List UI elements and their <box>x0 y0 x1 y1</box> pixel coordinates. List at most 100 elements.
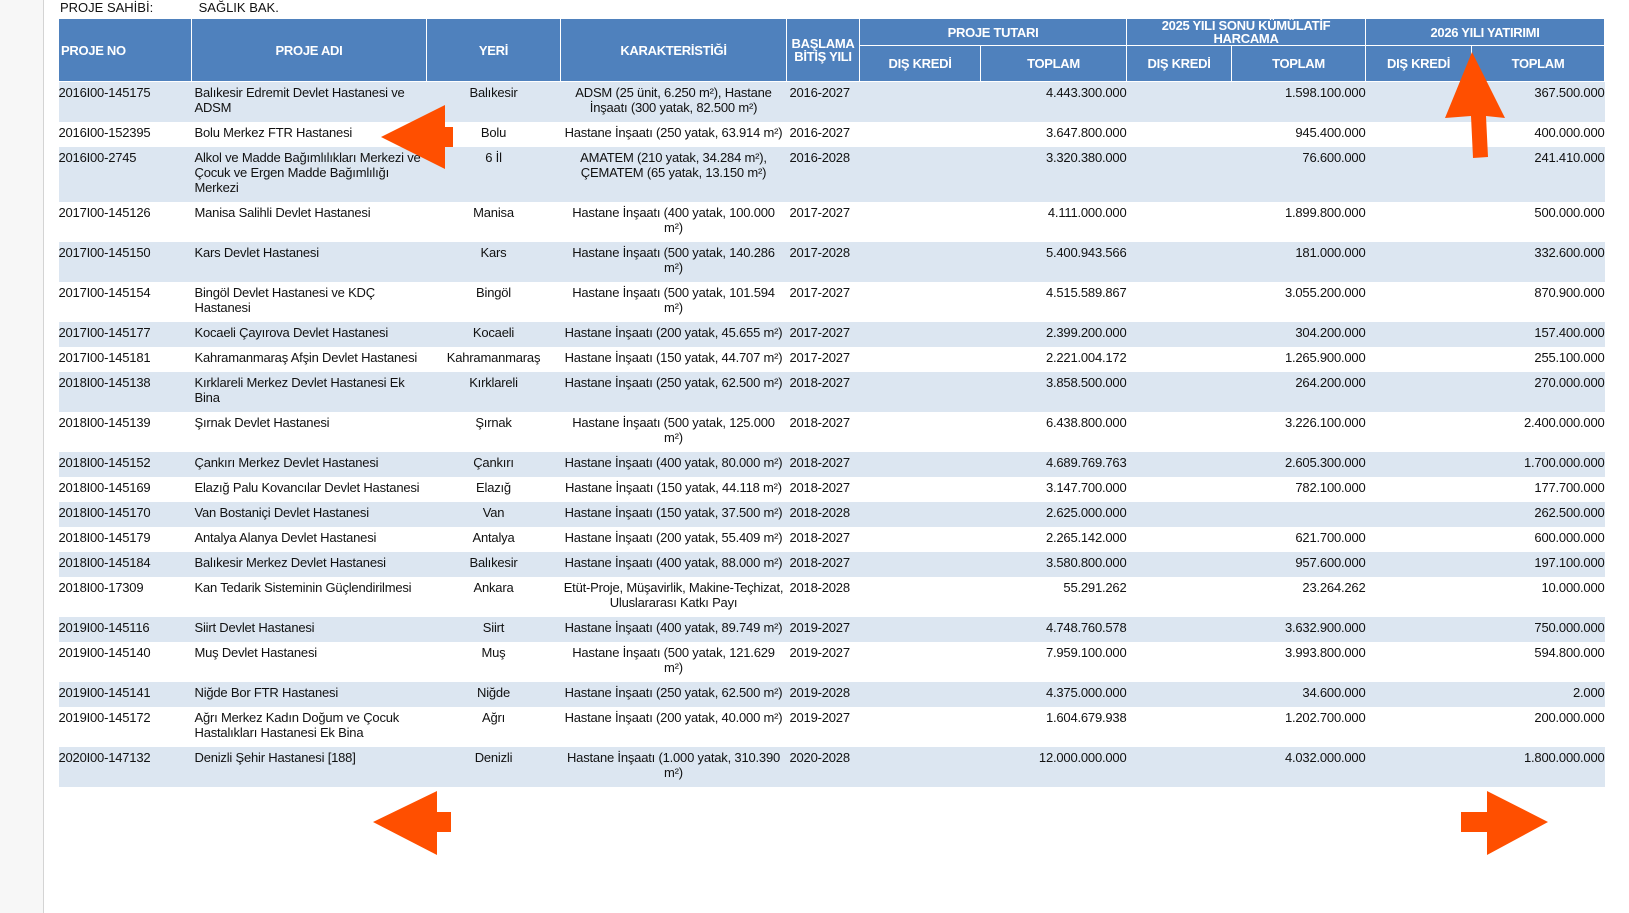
owner-label: PROJE SAHİBİ: <box>60 0 154 15</box>
cell-proje-tutari-dis-kredi <box>859 502 981 527</box>
cell-proje-adi: Muş Devlet Hastanesi <box>194 645 318 660</box>
cell-proje-adi: Kan Tedarik Sisteminin Güçlendirilmesi <box>194 580 412 595</box>
header-toplam: TOPLAM <box>1231 45 1366 82</box>
cell-kumulatif-toplam: 4.032.000.000 <box>1231 747 1366 787</box>
cell-yatirim-2026-dis-kredi <box>1366 282 1472 322</box>
cell-proje-tutari-dis-kredi <box>859 81 981 122</box>
cell-kumulatif-toplam: 304.200.000 <box>1231 322 1366 347</box>
cell-proje-no: 2019I00-145116 <box>58 617 192 642</box>
cell-yatirim-2026-dis-kredi <box>1365 747 1472 787</box>
cell-proje-no: 2017I00-145126 <box>58 205 151 220</box>
table-row: 2016I00-152395 Bolu Merkez FTR Hastanesi B… <box>59 122 1605 147</box>
cell-karakteristigi: Hastane İnşaatı (500 yatak, 121.629 m²) <box>572 645 775 675</box>
cell-kumulatif-toplam: 945.400.000 <box>1295 125 1366 140</box>
cell-yatirim-2026-dis-kredi <box>1366 707 1472 747</box>
cell-kumulatif-dis-kredi <box>1126 747 1232 787</box>
arrow-right-icon <box>1461 791 1548 855</box>
table-row: 2019I00-145172 Ağrı Merkez Kadın Doğum ve… <box>59 707 1605 747</box>
header-dis-kredi: DIŞ KREDİ <box>1365 45 1472 82</box>
cell-yatirim-2026-toplam: 367.500.000 <box>1471 81 1605 122</box>
cell-kumulatif-dis-kredi <box>1127 282 1232 322</box>
cell-kumulatif-dis-kredi <box>1126 147 1232 202</box>
cell-proje-adi: Kars Devlet Hastanesi <box>191 242 427 282</box>
cell-proje-tutari-dis-kredi <box>860 202 981 242</box>
cell-proje-tutari-dis-kredi <box>860 707 981 747</box>
cell-yatirim-2026-toplam: 241.410.000 <box>1471 147 1605 202</box>
cell-proje-tutari-toplam: 2.221.004.172 <box>1045 350 1127 365</box>
table-row: 2017I00-145154 Bingöl Devlet Hastanesi ve… <box>59 282 1605 322</box>
cell-kumulatif-dis-kredi <box>1126 552 1232 577</box>
cell-proje-no: 2018I00-145179 <box>58 530 151 545</box>
cell-proje-adi: Kocaeli Çayırova Devlet Hastanesi <box>191 322 427 347</box>
cell-yeri: Antalya <box>472 530 515 545</box>
cell-proje-tutari-toplam: 55.291.262 <box>1063 580 1127 595</box>
cell-yatirim-2026-dis-kredi <box>1365 242 1472 282</box>
cell-proje-no: 2018I00-17309 <box>58 580 144 595</box>
cell-proje-adi: Alkol ve Madde Bağımlılıkları Merkezi ve… <box>191 147 427 202</box>
cell-karakteristigi: Hastane İnşaatı (200 yatak, 40.000 m²) <box>564 710 783 725</box>
cell-yatirim-2026-toplam: 400.000.000 <box>1534 125 1605 140</box>
cell-proje-tutari-dis-kredi <box>860 347 981 372</box>
cell-proje-no: 2018I00-145169 <box>58 480 151 495</box>
cell-yeri: Niğde <box>426 682 561 707</box>
cell-yatirim-2026-toplam: 2.000 <box>1471 682 1605 707</box>
cell-kumulatif-dis-kredi <box>1126 502 1232 527</box>
cell-karakteristigi: Etüt-Proje, Müşavirlik, Makine-Teçhizat,… <box>563 580 784 610</box>
cell-yeri: Kahramanmaraş <box>446 350 541 365</box>
table-row: 2018I00-145169 Elazığ Palu Kovancılar Dev… <box>59 477 1605 502</box>
table-row: 2016I00-145175 Balıkesir Edremit Devlet H… <box>58 81 1605 122</box>
cell-kumulatif-toplam: 621.700.000 <box>1295 530 1366 545</box>
cell-yatirim-2026-toplam: 270.000.000 <box>1471 372 1605 412</box>
cell-kumulatif-toplam: 3.993.800.000 <box>1284 645 1366 660</box>
header-yeri: YERİ <box>426 18 561 82</box>
cell-yeri: Siirt <box>426 617 561 642</box>
cell-yatirim-2026-toplam: 500.000.000 <box>1534 205 1605 220</box>
cell-proje-no: 2019I00-145140 <box>58 645 151 660</box>
header-karakteristigi: KARAKTERİSTİĞİ <box>560 18 787 82</box>
cell-proje-adi: Van Bostaniçi Devlet Hastanesi <box>191 502 427 527</box>
header-2026-yatirimi: 2026 YILI YATIRIMI <box>1364 18 1606 46</box>
cell-proje-no: 2018I00-145152 <box>58 452 192 477</box>
cell-kumulatif-toplam: 3.226.100.000 <box>1284 415 1366 430</box>
cell-proje-tutari-dis-kredi <box>859 372 981 412</box>
cell-proje-tutari-toplam: 4.375.000.000 <box>980 682 1127 707</box>
cell-kumulatif-toplam: 1.202.700.000 <box>1284 710 1366 725</box>
cell-yeri: Kocaeli <box>426 322 561 347</box>
cell-baslama-bitis-yili: 2016-2027 <box>789 125 851 140</box>
cell-proje-tutari-dis-kredi <box>859 242 981 282</box>
cell-proje-tutari-toplam: 7.959.100.000 <box>1045 645 1127 660</box>
cell-baslama-bitis-yili: 2018-2027 <box>786 552 860 577</box>
cell-baslama-bitis-yili: 2019-2027 <box>789 710 851 725</box>
cell-yeri: Şırnak <box>475 415 512 430</box>
cell-proje-adi: Manisa Salihli Devlet Hastanesi <box>194 205 371 220</box>
cell-proje-tutari-dis-kredi <box>859 682 981 707</box>
cell-yeri: Muş <box>481 645 506 660</box>
cell-proje-tutari-toplam: 12.000.000.000 <box>980 747 1127 787</box>
cell-yatirim-2026-dis-kredi <box>1366 642 1472 682</box>
cell-proje-tutari-toplam: 3.858.500.000 <box>980 372 1127 412</box>
cell-yatirim-2026-dis-kredi <box>1365 682 1472 707</box>
cell-proje-tutari-dis-kredi <box>859 747 981 787</box>
cell-yatirim-2026-toplam: 2.400.000.000 <box>1523 415 1605 430</box>
cell-yatirim-2026-toplam: 594.800.000 <box>1534 645 1605 660</box>
table-row: 2017I00-145181 Kahramanmaraş Afşin Devlet… <box>59 347 1605 372</box>
cell-kumulatif-dis-kredi <box>1127 202 1232 242</box>
cell-proje-tutari-toplam: 2.399.200.000 <box>980 322 1127 347</box>
cell-proje-tutari-toplam: 1.604.679.938 <box>1045 710 1127 725</box>
table-row: 2019I00-145140 Muş Devlet Hastanesi Muş Has… <box>59 642 1605 682</box>
cell-proje-no: 2018I00-145170 <box>58 502 192 527</box>
cell-kumulatif-dis-kredi <box>1127 577 1232 617</box>
cell-yeri: Van <box>426 502 561 527</box>
cell-proje-no: 2019I00-145141 <box>58 682 192 707</box>
cell-yeri: Denizli <box>426 747 561 787</box>
cell-karakteristigi: Hastane İnşaatı (500 yatak, 140.286 m²) <box>560 242 787 282</box>
cell-baslama-bitis-yili: 2019-2027 <box>789 645 851 660</box>
cell-yatirim-2026-toplam: 10.000.000 <box>1541 580 1605 595</box>
cell-yatirim-2026-dis-kredi <box>1366 412 1472 452</box>
cell-yatirim-2026-dis-kredi <box>1365 552 1472 577</box>
cell-yeri: Kırklareli <box>426 372 561 412</box>
cell-proje-tutari-dis-kredi <box>860 642 981 682</box>
cell-proje-no: 2017I00-145154 <box>58 285 151 300</box>
cell-kumulatif-dis-kredi <box>1126 242 1232 282</box>
cell-yatirim-2026-toplam: 1.700.000.000 <box>1471 452 1605 477</box>
